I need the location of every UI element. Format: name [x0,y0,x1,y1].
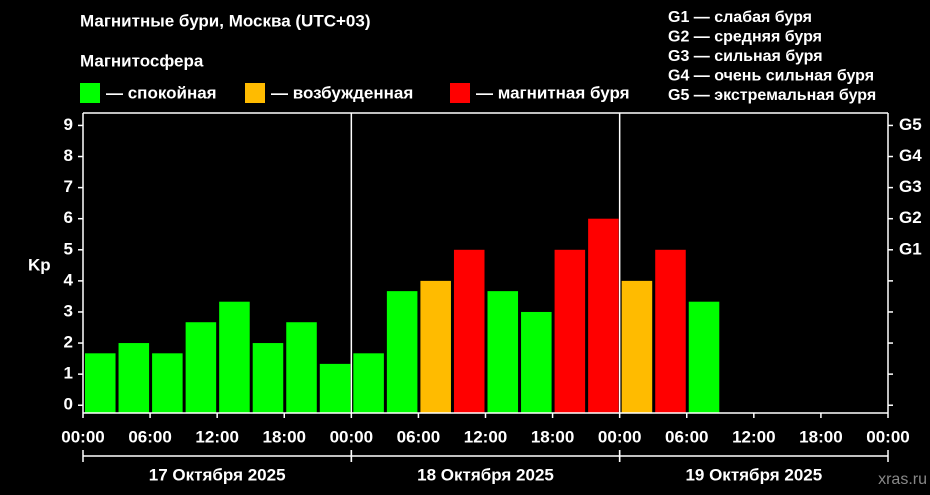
storm-scale-label: G4 — очень сильная буря [668,68,874,85]
x-tick-label: 18:00 [263,427,306,446]
y2-tick-label: G5 [899,115,922,134]
x-tick-label: 00:00 [598,427,641,446]
y2-tick-label: G1 [899,239,922,258]
y2-tick-label: G4 [899,146,922,165]
legend-swatch [80,83,100,103]
bar [319,363,351,414]
y-tick-label: 7 [64,177,73,196]
y-tick-label: 4 [64,270,74,289]
bar [588,218,619,414]
bar [85,353,116,414]
y-axis-label: Kp [28,255,51,274]
day-label: 17 Октября 2025 [149,465,286,484]
chart-title: Магнитные бури, Москва (UTC+03) [80,11,371,30]
bar [688,301,720,414]
y-tick-label: 1 [64,364,73,383]
storm-scale-label: G2 — средняя буря [668,29,822,46]
x-tick-label: 00:00 [61,427,104,446]
y-tick-label: 6 [64,208,73,227]
y-tick-label: 0 [64,395,73,414]
bar [655,249,686,414]
legend-label: — возбужденная [271,83,413,102]
bar [353,353,384,414]
x-tick-label: 18:00 [799,427,842,446]
legend-swatch [245,83,265,103]
bar [118,343,150,414]
x-tick-label: 00:00 [866,427,909,446]
bar [554,249,586,414]
legend-swatch [450,83,470,103]
x-tick-label: 06:00 [397,427,440,446]
storm-scale-label: G1 — слабая буря [668,9,812,26]
y-tick-label: 3 [64,301,73,320]
x-tick-label: 12:00 [464,427,507,446]
bar [185,322,217,414]
bar [521,311,552,414]
watermark: xras.ru [878,471,927,488]
x-tick-label: 06:00 [665,427,708,446]
bar [152,353,183,414]
y-tick-label: 8 [64,146,73,165]
bar [453,249,485,414]
y-tick-label: 9 [64,115,73,134]
x-tick-label: 12:00 [732,427,775,446]
legend-title: Магнитосфера [80,51,204,70]
storm-scale-label: G5 — экстремальная буря [668,87,876,104]
day-label: 19 Октября 2025 [685,465,822,484]
bar [386,291,418,414]
bar [420,280,451,414]
bar [286,322,317,414]
x-tick-label: 06:00 [128,427,171,446]
legend-label: — спокойная [106,83,217,102]
legend-label: — магнитная буря [476,83,630,102]
x-tick-label: 18:00 [531,427,574,446]
y2-tick-label: G2 [899,208,922,227]
bar [252,343,284,414]
x-tick-label: 12:00 [195,427,238,446]
bar [219,301,250,414]
y-tick-label: 5 [64,239,73,258]
bar [621,280,653,414]
x-tick-label: 00:00 [330,427,373,446]
y-tick-label: 2 [64,333,73,352]
storm-scale-label: G3 — сильная буря [668,48,823,65]
y2-tick-label: G3 [899,177,922,196]
day-label: 18 Октября 2025 [417,465,554,484]
bar [487,291,519,414]
